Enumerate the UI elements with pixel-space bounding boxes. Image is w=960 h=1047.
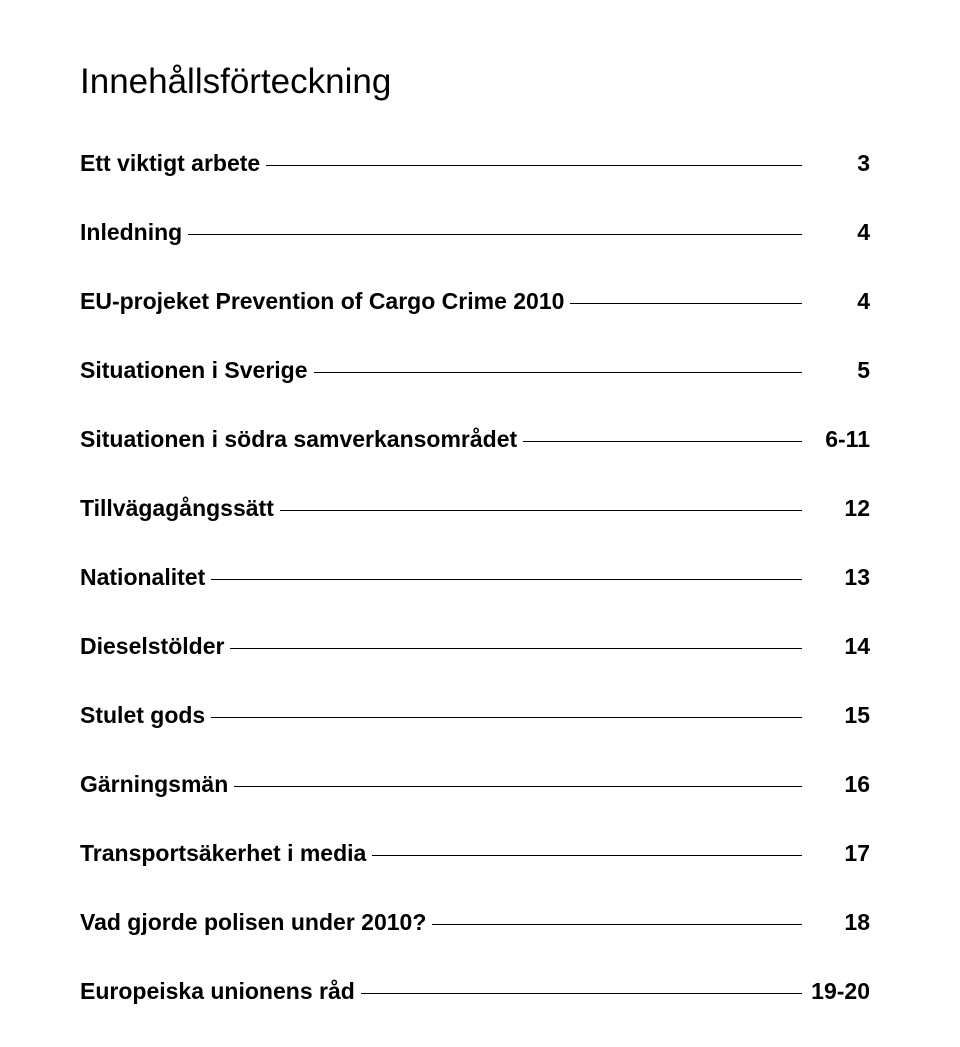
toc-entry: Inledning 4 — [80, 219, 870, 246]
toc-label: Situationen i Sverige — [80, 357, 308, 384]
leader-line — [280, 510, 802, 511]
toc-entry: Ett viktigt arbete 3 — [80, 150, 870, 177]
toc-label: Stulet gods — [80, 702, 205, 729]
toc-entry: Stulet gods 15 — [80, 702, 870, 729]
toc-label: Ett viktigt arbete — [80, 150, 260, 177]
toc-label: Europeiska unionens råd — [80, 978, 355, 1005]
toc-entry: Nationalitet 13 — [80, 564, 870, 591]
leader-line — [266, 165, 802, 166]
leader-line — [372, 855, 802, 856]
toc-entry: EU-projeket Prevention of Cargo Crime 20… — [80, 288, 870, 315]
toc-entry: Europeiska unionens råd 19-20 — [80, 978, 870, 1005]
toc-label: Nationalitet — [80, 564, 205, 591]
leader-line — [570, 303, 802, 304]
toc-entry: Situationen i södra samverkansområdet 6-… — [80, 426, 870, 453]
leader-line — [523, 441, 802, 442]
toc-page: 17 — [808, 840, 870, 867]
toc-label: Transportsäkerhet i media — [80, 840, 366, 867]
leader-line — [234, 786, 802, 787]
toc-page: 14 — [808, 633, 870, 660]
leader-line — [188, 234, 802, 235]
toc-page: 3 — [808, 150, 870, 177]
toc-entry: Vad gjorde polisen under 2010? 18 — [80, 909, 870, 936]
toc-page: 12 — [808, 495, 870, 522]
toc-page: 18 — [808, 909, 870, 936]
table-of-contents: Ett viktigt arbete 3 Inledning 4 EU-proj… — [80, 150, 870, 1047]
leader-line — [211, 579, 802, 580]
toc-label: Dieselstölder — [80, 633, 224, 660]
toc-page: 13 — [808, 564, 870, 591]
toc-entry: Transportsäkerhet i media 17 — [80, 840, 870, 867]
toc-entry: Tillvägagångssätt 12 — [80, 495, 870, 522]
toc-page: 16 — [808, 771, 870, 798]
leader-line — [211, 717, 802, 718]
toc-entry: Situationen i Sverige 5 — [80, 357, 870, 384]
toc-label: EU-projeket Prevention of Cargo Crime 20… — [80, 288, 564, 315]
toc-page: 4 — [808, 219, 870, 246]
toc-page: 15 — [808, 702, 870, 729]
toc-label: Vad gjorde polisen under 2010? — [80, 909, 426, 936]
toc-page: 4 — [808, 288, 870, 315]
leader-line — [361, 993, 802, 994]
page-title: Innehållsförteckning — [80, 62, 870, 102]
toc-label: Tillvägagångssätt — [80, 495, 274, 522]
toc-page: 19-20 — [808, 978, 870, 1005]
toc-label: Gärningsmän — [80, 771, 228, 798]
toc-label: Situationen i södra samverkansområdet — [80, 426, 517, 453]
toc-entry: Gärningsmän 16 — [80, 771, 870, 798]
toc-page: 5 — [808, 357, 870, 384]
leader-line — [432, 924, 802, 925]
toc-page: 6-11 — [808, 426, 870, 453]
leader-line — [230, 648, 802, 649]
leader-line — [314, 372, 803, 373]
toc-entry: Dieselstölder 14 — [80, 633, 870, 660]
toc-label: Inledning — [80, 219, 182, 246]
